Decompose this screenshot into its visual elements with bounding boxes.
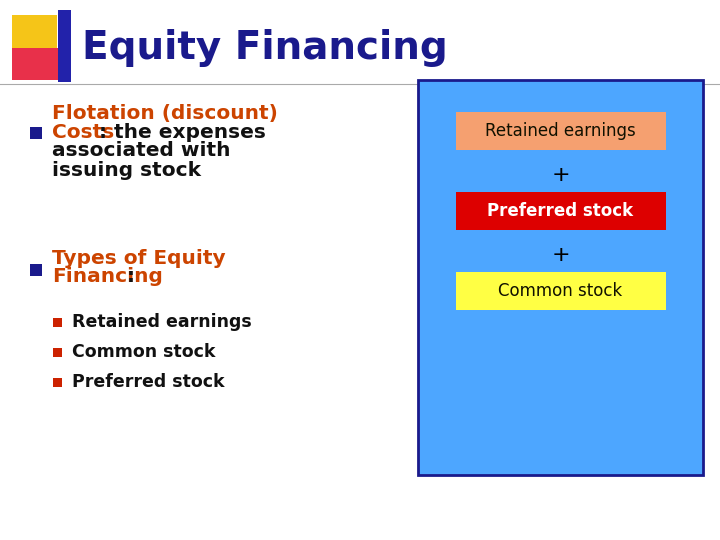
- FancyBboxPatch shape: [58, 10, 71, 82]
- Text: Common stock: Common stock: [72, 343, 215, 361]
- Text: Equity Financing: Equity Financing: [82, 29, 448, 67]
- Text: +: +: [552, 245, 570, 265]
- Text: Types of Equity: Types of Equity: [52, 248, 225, 267]
- FancyBboxPatch shape: [456, 272, 665, 310]
- FancyBboxPatch shape: [418, 80, 703, 475]
- Text: Preferred stock: Preferred stock: [487, 202, 634, 220]
- Text: +: +: [552, 165, 570, 185]
- FancyBboxPatch shape: [53, 348, 62, 357]
- Text: Preferred stock: Preferred stock: [72, 373, 225, 391]
- FancyBboxPatch shape: [53, 378, 62, 387]
- FancyBboxPatch shape: [30, 264, 42, 276]
- Text: :: :: [127, 267, 135, 287]
- Text: Flotation (discount): Flotation (discount): [52, 104, 278, 123]
- Text: Retained earnings: Retained earnings: [485, 122, 636, 140]
- Text: Costs: Costs: [52, 123, 114, 141]
- FancyBboxPatch shape: [456, 192, 665, 230]
- FancyBboxPatch shape: [456, 112, 665, 150]
- Text: Retained earnings: Retained earnings: [72, 313, 252, 331]
- Text: associated with: associated with: [52, 141, 230, 160]
- FancyBboxPatch shape: [30, 127, 42, 139]
- Text: issuing stock: issuing stock: [52, 160, 201, 179]
- Text: Financing: Financing: [52, 267, 163, 287]
- FancyBboxPatch shape: [53, 318, 62, 327]
- Text: : the expenses: : the expenses: [99, 123, 266, 141]
- FancyBboxPatch shape: [12, 15, 57, 60]
- FancyBboxPatch shape: [12, 48, 67, 80]
- Text: Common stock: Common stock: [498, 282, 623, 300]
